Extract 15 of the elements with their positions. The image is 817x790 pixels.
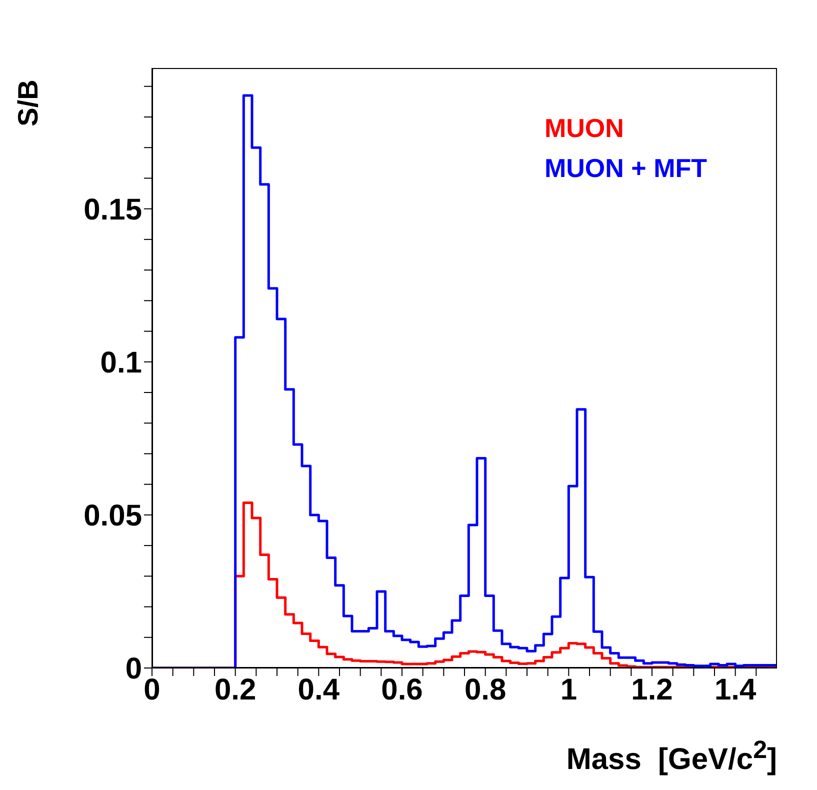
text: MUON + MFT: [544, 152, 707, 185]
x-tick-label: 1.4: [714, 673, 756, 706]
x-tick-label: 0.8: [464, 673, 506, 706]
y-axis-title: S/B: [12, 80, 44, 126]
y-tick-label: 0.15: [84, 193, 142, 226]
x-tick-label: 1: [560, 673, 578, 706]
y-tick-label: 0: [125, 652, 142, 686]
x-tick-label: 0.4: [298, 673, 340, 706]
x-tick-label: 0.2: [214, 673, 256, 706]
y-tick-label: 0.05: [84, 500, 142, 533]
text: MUON: [544, 112, 625, 145]
x-tick-label: 1.2: [631, 673, 673, 706]
x-tick-label: 0.6: [381, 673, 423, 706]
x-axis-title: Mass [GeV/c$^{2}$]: [566, 736, 777, 777]
y-tick-label: 0.1: [100, 346, 142, 380]
